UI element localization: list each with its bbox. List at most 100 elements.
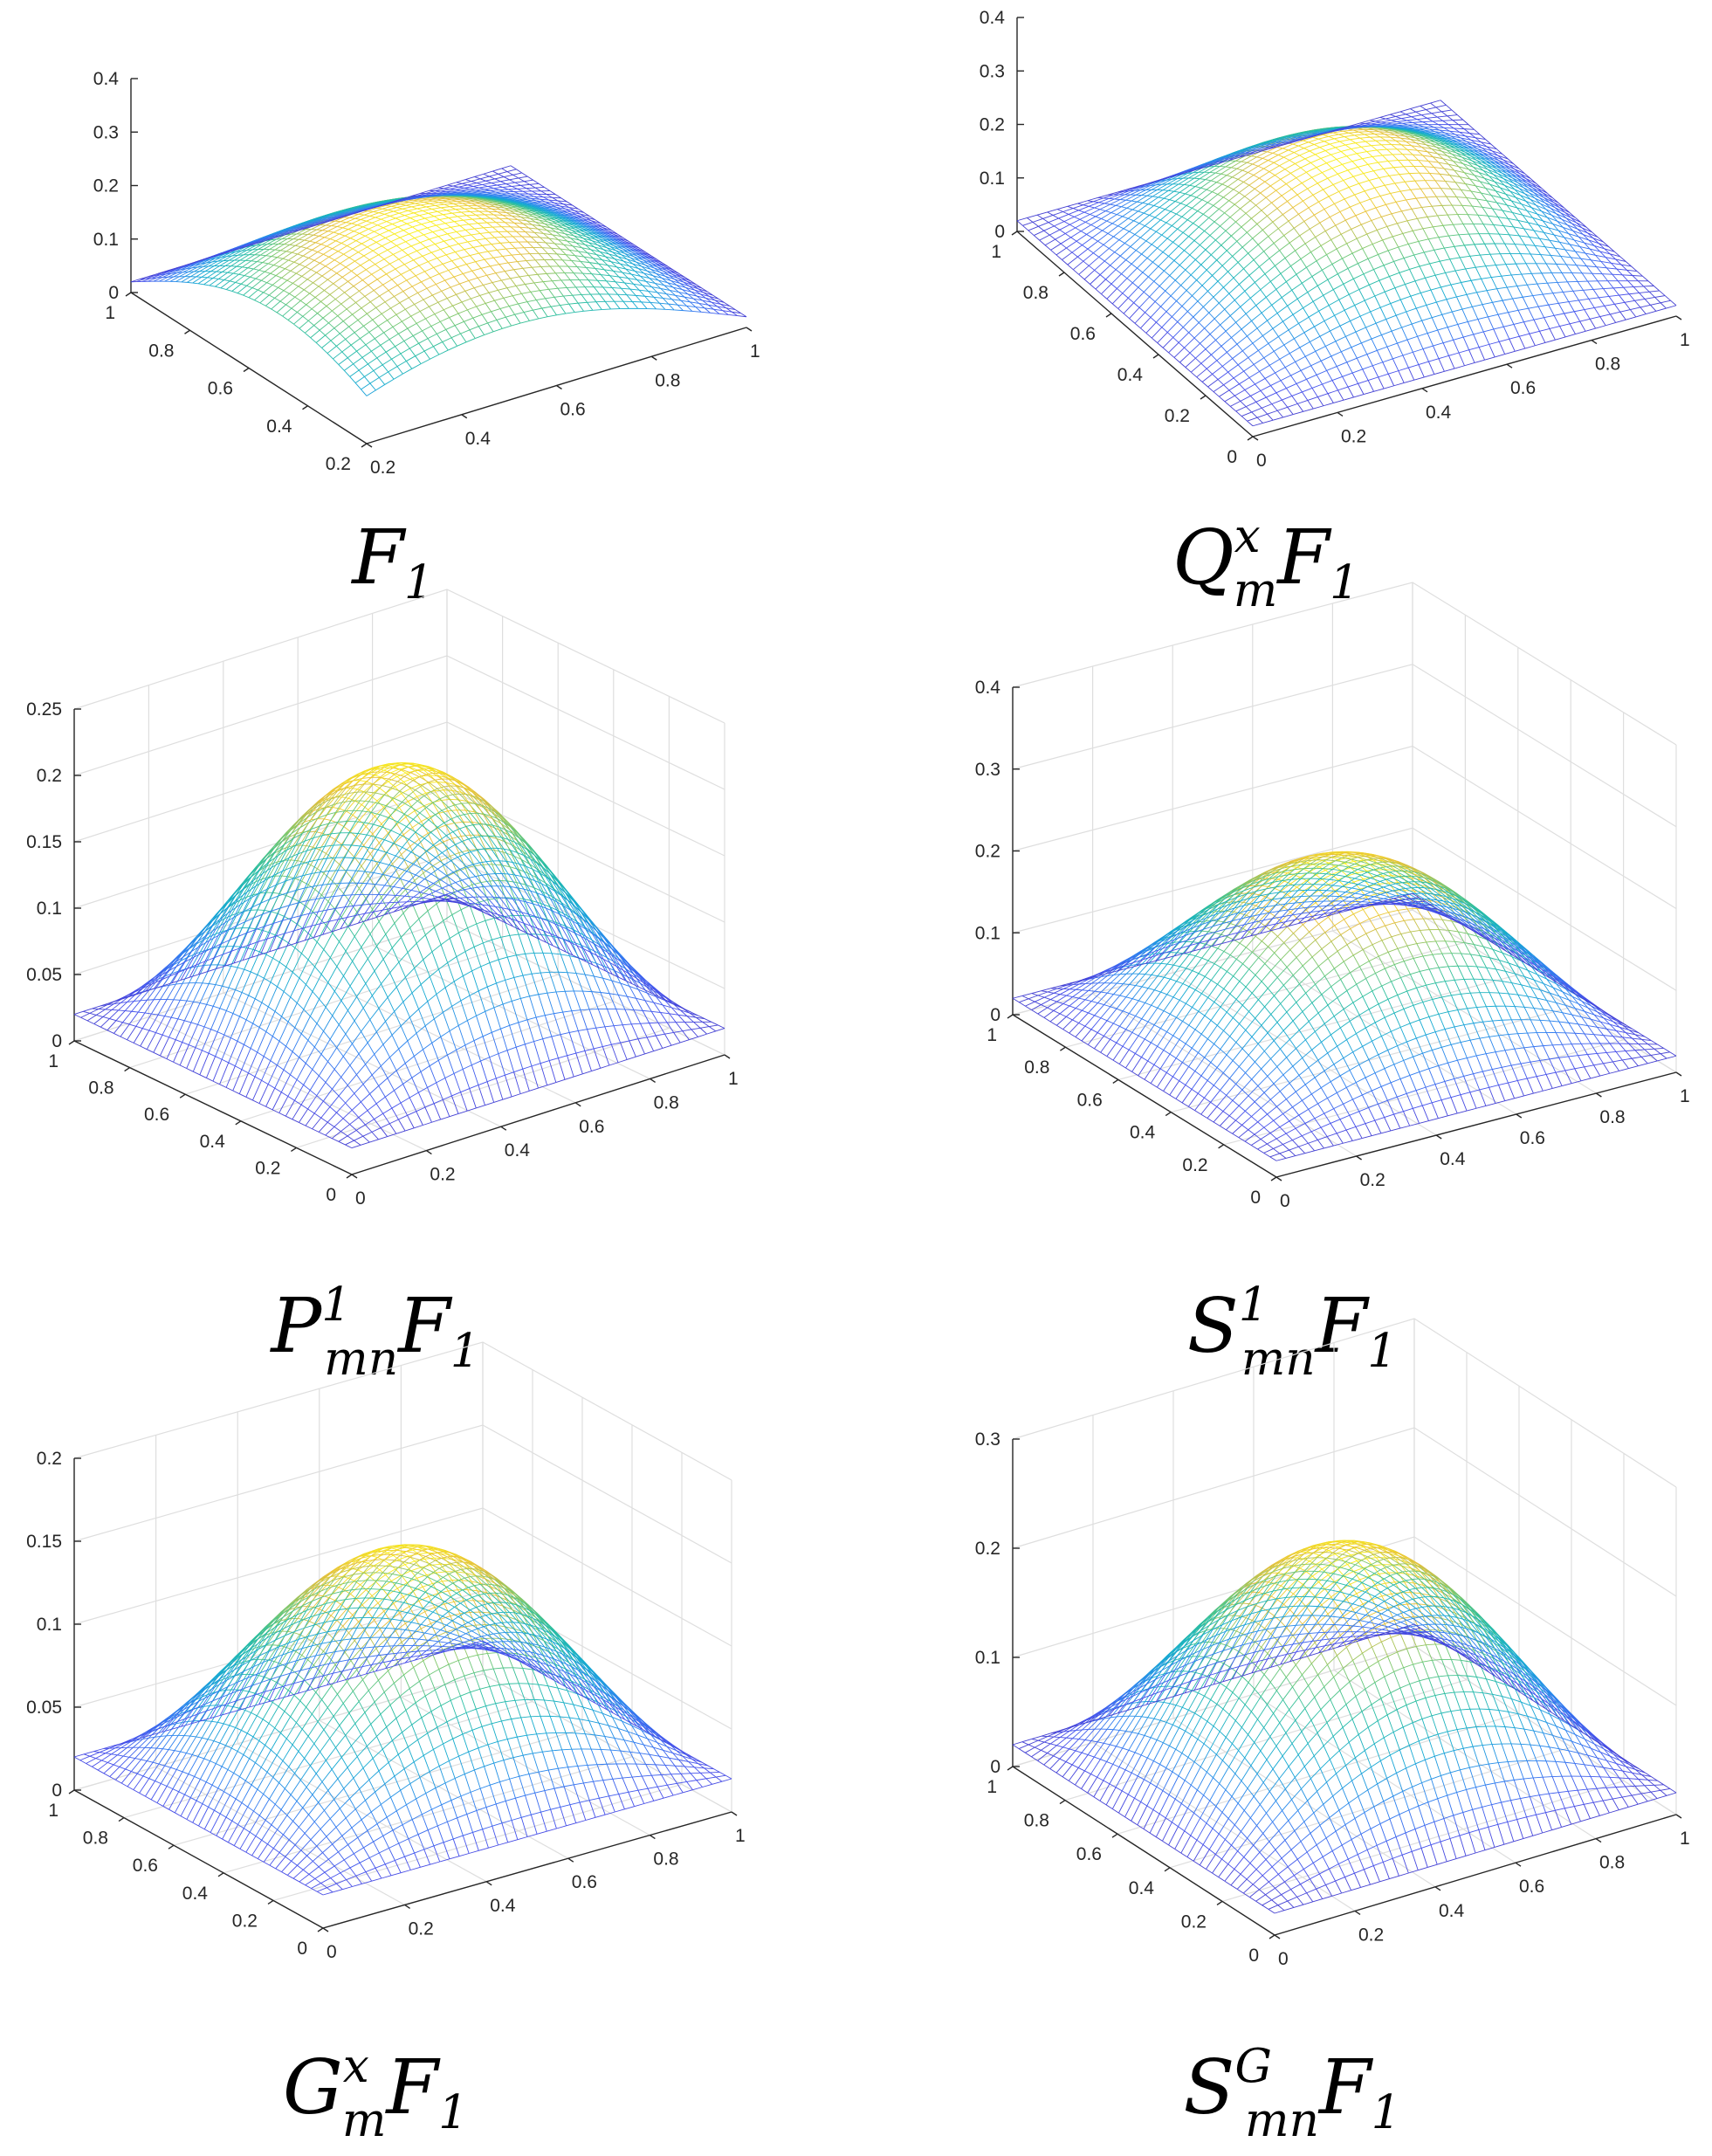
mesh-segment	[349, 327, 354, 333]
mesh-segment	[1179, 362, 1185, 368]
mesh-segment	[505, 270, 513, 272]
mesh-segment	[568, 266, 577, 267]
mesh-segment	[339, 358, 347, 365]
mesh-segment	[457, 183, 462, 184]
mesh-segment	[402, 207, 411, 209]
mesh-segment	[1257, 320, 1268, 328]
mesh-segment	[388, 291, 394, 297]
mesh-segment	[532, 267, 537, 274]
mesh-segment	[1083, 205, 1089, 207]
mesh-segment	[578, 302, 587, 303]
mesh-segment	[1159, 286, 1165, 292]
mesh-segment	[511, 227, 516, 231]
mesh-segment	[500, 243, 509, 244]
mesh-segment	[1614, 302, 1625, 304]
mesh-segment	[1130, 319, 1135, 324]
mesh-segment	[379, 213, 384, 215]
mesh-segment	[366, 270, 371, 274]
mesh-segment	[362, 357, 368, 363]
mesh-segment	[1255, 282, 1260, 289]
mesh-segment	[464, 209, 470, 211]
mesh-segment	[1593, 289, 1604, 290]
mesh-segment	[1104, 261, 1110, 265]
mesh-segment	[400, 303, 405, 310]
mesh-segment	[393, 321, 402, 327]
mesh-segment	[1219, 396, 1224, 402]
mesh-segment	[1127, 208, 1132, 210]
mesh-segment	[1359, 290, 1365, 301]
mesh-segment	[416, 356, 421, 364]
mesh-segment	[485, 238, 491, 244]
mesh-segment	[430, 222, 436, 225]
y-tick-label: 0.4	[266, 417, 292, 437]
mesh-segment	[506, 184, 512, 187]
mesh-segment	[1417, 217, 1427, 218]
mesh-segment	[1320, 336, 1325, 346]
mesh-segment	[1328, 279, 1333, 289]
mesh-segment	[1616, 320, 1626, 322]
mesh-segment	[1233, 177, 1238, 180]
mesh-segment	[1248, 417, 1258, 421]
mesh-segment	[254, 293, 263, 300]
mesh-segment	[378, 225, 383, 228]
mesh-segment	[320, 263, 325, 265]
mesh-segment	[371, 345, 380, 351]
mesh-segment	[1633, 286, 1644, 287]
mesh-segment	[1619, 294, 1630, 295]
x-tick-label: 0.2	[1341, 426, 1366, 446]
mesh-segment	[514, 268, 523, 269]
mesh-segment	[1308, 400, 1313, 409]
mesh-segment	[384, 259, 389, 264]
mesh-segment	[384, 254, 393, 258]
mesh-segment	[425, 218, 430, 222]
mesh-segment	[1371, 312, 1376, 323]
mesh-segment	[388, 367, 397, 372]
mesh-segment	[344, 364, 353, 371]
mesh-segment	[428, 339, 433, 347]
mesh-segment	[1211, 355, 1216, 361]
mesh-segment	[612, 287, 621, 288]
mesh-segment	[300, 300, 306, 304]
mesh-segment	[1208, 380, 1219, 387]
mesh-segment	[1506, 264, 1516, 265]
mesh-segment	[1210, 172, 1215, 173]
mesh-segment	[1338, 390, 1344, 400]
mesh-segment	[1482, 207, 1493, 209]
mesh-segment	[492, 245, 497, 251]
mesh-segment	[442, 230, 447, 234]
mesh-segment	[298, 254, 303, 256]
mesh-segment	[1101, 218, 1106, 221]
mesh-segment	[354, 227, 362, 231]
mesh-segment	[335, 293, 344, 300]
mesh-segment	[1140, 238, 1145, 241]
mesh-segment	[1231, 329, 1241, 338]
mesh-segment	[1351, 321, 1356, 333]
mesh-segment	[321, 239, 330, 245]
mesh-segment	[324, 284, 333, 291]
mesh-segment	[1095, 270, 1100, 274]
mesh-segment	[452, 212, 461, 213]
mesh-segment	[1345, 336, 1351, 347]
mesh-segment	[1300, 341, 1310, 347]
mesh-segment	[1388, 371, 1399, 375]
mesh-segment	[1296, 267, 1307, 274]
mesh-segment	[1488, 314, 1498, 317]
mesh-segment	[1115, 252, 1120, 256]
mesh-segment	[1099, 257, 1104, 261]
mesh-segment	[1324, 321, 1330, 332]
mesh-segment	[479, 186, 488, 188]
mesh-segment	[1320, 331, 1330, 336]
mesh-segment	[566, 255, 571, 261]
mesh-segment	[1202, 200, 1207, 203]
mesh-segment	[605, 301, 610, 309]
mesh-segment	[306, 248, 312, 250]
mesh-segment	[369, 326, 378, 332]
mesh-segment	[1270, 386, 1275, 393]
mesh-segment	[498, 172, 507, 175]
mesh-segment	[540, 291, 545, 299]
mesh-segment	[492, 312, 497, 320]
mesh-segment	[287, 280, 292, 283]
mesh-segment	[1056, 255, 1062, 260]
mesh-segment	[1210, 325, 1220, 334]
mesh-segment	[1242, 351, 1248, 358]
